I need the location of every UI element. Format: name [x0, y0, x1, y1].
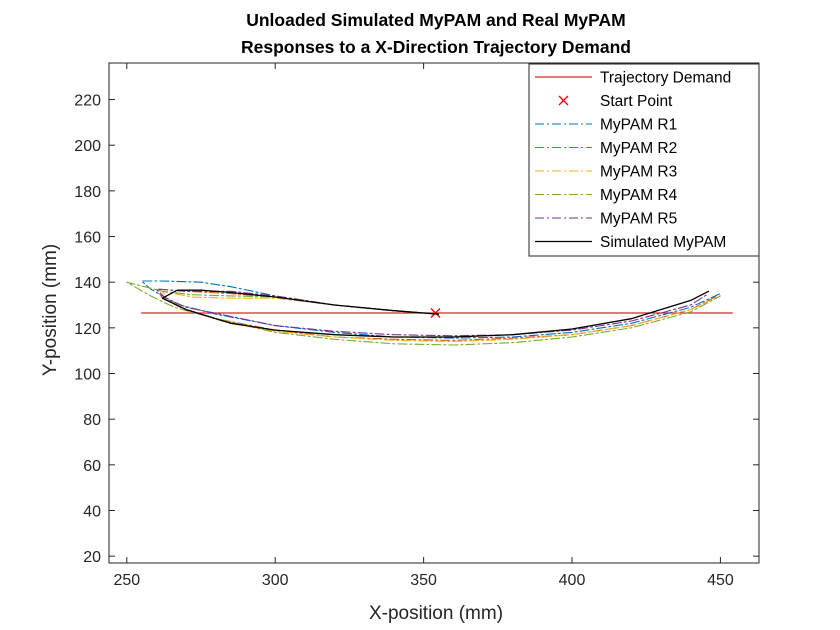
legend-label: MyPAM R3: [600, 164, 677, 181]
series-layer: [126, 280, 733, 346]
legend-marker: [558, 95, 569, 106]
y-tick-label: 160: [74, 230, 101, 247]
legend-label: MyPAM R1: [600, 117, 677, 134]
y-tick-label: 120: [74, 321, 101, 338]
y-tick-label: 200: [74, 138, 101, 155]
y-tick-label: 80: [83, 412, 101, 429]
legend-label: Start Point: [600, 93, 673, 110]
x-axis-label: X-position (mm): [369, 603, 503, 624]
chart-title-line-2: Responses to a X-Direction Trajectory De…: [241, 37, 631, 57]
y-tick-label: 100: [74, 367, 101, 384]
y-tick-label: 140: [74, 275, 101, 292]
series-line-simulated-mypam: [161, 289, 710, 338]
x-tick-label: 350: [410, 572, 437, 589]
axes-frame: [108, 62, 760, 564]
series-line-mypam-r5: [155, 288, 710, 337]
x-tick-label: 300: [262, 572, 289, 589]
chart-title-line-1: Unloaded Simulated MyPAM and Real MyPAM: [246, 10, 626, 30]
legend-label: Trajectory Demand: [600, 70, 731, 87]
x-axis: 250 300 350 400 450: [113, 63, 734, 589]
legend-label: MyPAM R4: [600, 187, 678, 204]
y-tick-label: 40: [83, 503, 101, 520]
legend-entry: Start Point: [558, 93, 673, 110]
series-marker-start-point: [430, 308, 441, 318]
legend-label: MyPAM R5: [600, 211, 677, 228]
x-tick-label: 400: [559, 572, 586, 589]
legend-entry: MyPAM R1: [535, 117, 677, 134]
y-tick-label: 180: [74, 184, 101, 201]
legend-entry: Trajectory Demand: [535, 70, 731, 87]
x-tick-label: 450: [707, 572, 734, 589]
legend-entries: Trajectory Demand Start Point MyPAM R1 MyPA…: [535, 70, 731, 251]
legend: Trajectory Demand Start Point MyPAM R1 MyPA…: [528, 63, 760, 257]
legend-entry: MyPAM R3: [535, 164, 677, 181]
legend-entry: MyPAM R5: [535, 211, 677, 228]
legend-label: Simulated MyPAM: [600, 234, 726, 251]
y-axis: 20 40 60 80 100 120 140 160 180 200 220: [74, 93, 759, 566]
y-tick-label: 20: [83, 549, 101, 566]
x-tick-label: 250: [113, 572, 140, 589]
legend-label: MyPAM R2: [600, 140, 677, 157]
legend-entry: Simulated MyPAM: [535, 234, 726, 251]
y-tick-label: 60: [83, 458, 101, 475]
marker-stroke: [430, 308, 441, 318]
y-tick-label: 220: [74, 93, 101, 110]
legend-entry: MyPAM R4: [535, 187, 678, 204]
legend-entry: MyPAM R2: [535, 140, 677, 157]
y-axis-label: Y-position (mm): [40, 244, 61, 376]
